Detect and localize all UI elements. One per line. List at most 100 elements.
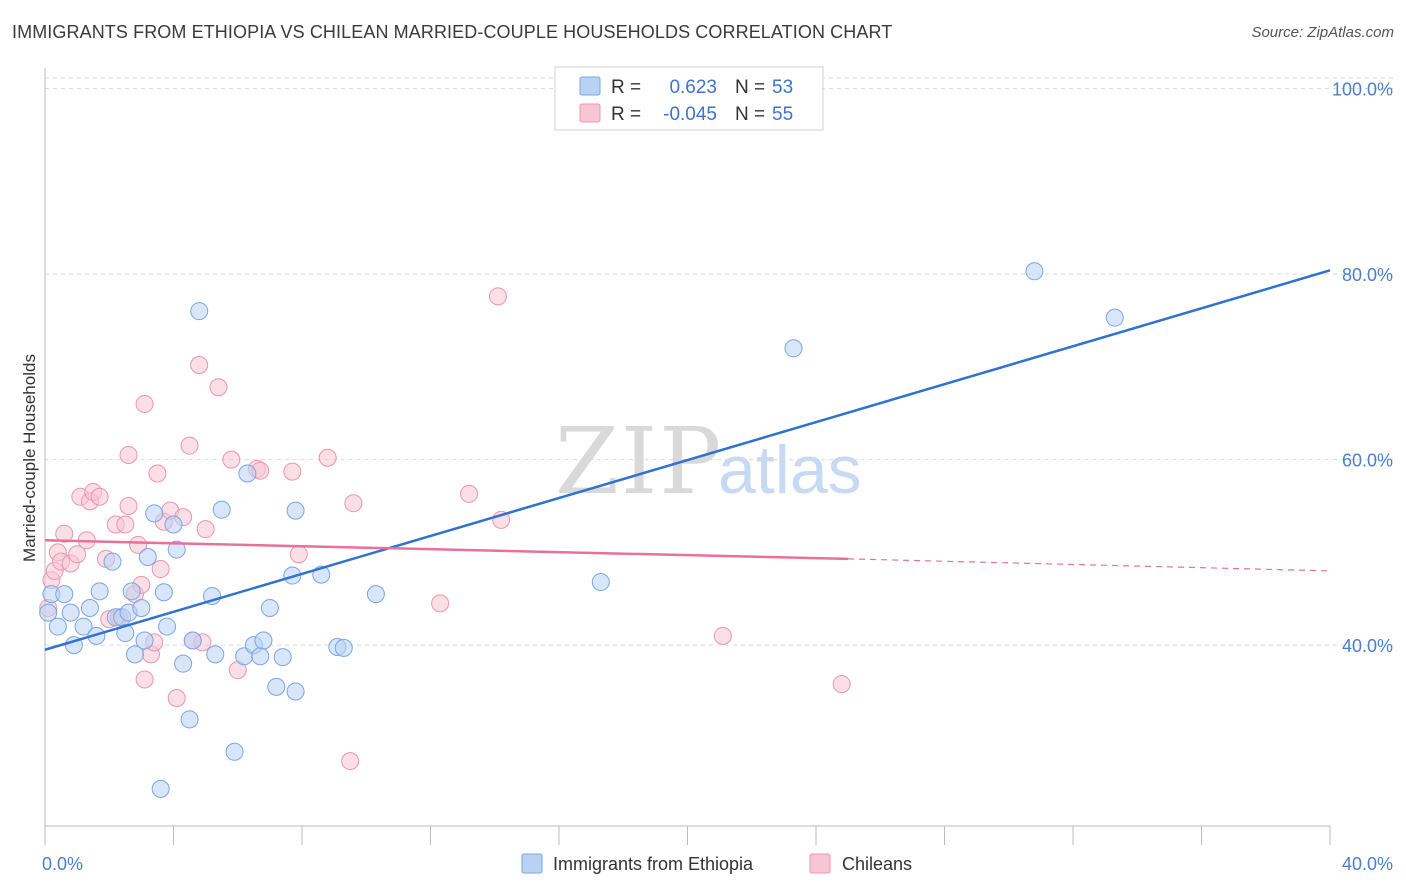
ethiopia-point	[145, 504, 164, 523]
chileans-point	[116, 515, 135, 534]
chileans-point	[488, 287, 507, 306]
chileans-point	[196, 520, 215, 539]
ethiopia-point	[366, 585, 385, 604]
legend-n-label-2: N =	[735, 104, 765, 125]
x-tick-label: 40.0%	[1342, 854, 1393, 874]
watermark: ZIP atlas	[555, 408, 862, 515]
chileans-point	[344, 494, 363, 513]
chileans-point	[289, 545, 308, 564]
legend-r-value-2: -0.045	[663, 104, 717, 125]
ethiopia-point	[167, 540, 186, 559]
ethiopia-point	[183, 631, 202, 650]
y-tick-label: 80.0%	[1342, 265, 1393, 285]
y-tick-label: 40.0%	[1342, 636, 1393, 656]
ethiopia-point	[260, 599, 279, 618]
chileans-point	[135, 394, 154, 413]
legend-swatch-ethiopia	[579, 76, 601, 96]
chileans-trend-extension	[848, 558, 1331, 572]
chileans-point	[318, 448, 337, 467]
series-legend-label-ethiopia: Immigrants from Ethiopia	[553, 854, 754, 874]
legend-r-value-1: 0.623	[669, 77, 717, 98]
trend-lines	[44, 269, 1331, 651]
legend-n-label-1: N =	[735, 77, 765, 98]
chileans-point	[209, 378, 228, 397]
ethiopia-point	[180, 710, 199, 729]
chileans-point	[167, 688, 186, 707]
ethiopia-point	[334, 638, 353, 657]
y-tick-label: 60.0%	[1342, 451, 1393, 471]
ethiopia-point	[135, 631, 154, 650]
ethiopia-point	[286, 501, 305, 520]
chileans-point	[68, 545, 87, 564]
ethiopia-point	[225, 742, 244, 761]
ethiopia-point	[125, 645, 144, 664]
ethiopia-point	[190, 302, 209, 321]
chileans-points	[39, 287, 851, 771]
chileans-point	[190, 355, 209, 374]
ethiopia-point	[151, 779, 170, 798]
series-legend-swatch-chileans	[809, 853, 831, 874]
chileans-point	[119, 445, 138, 464]
ethiopia-point	[122, 582, 141, 601]
ethiopia-point	[254, 631, 273, 650]
y-axis-label: Married-couple Households	[20, 354, 39, 562]
chileans-point	[55, 524, 74, 543]
ethiopia-point	[116, 624, 135, 643]
ethiopia-point	[784, 339, 803, 358]
legend-r-label-1: R =	[611, 77, 641, 98]
legend-n-value-2: 55	[772, 104, 793, 125]
ethiopia-point	[55, 585, 74, 604]
series-legend-swatch-ethiopia	[521, 853, 543, 874]
chileans-point	[431, 594, 450, 613]
chileans-point	[713, 626, 732, 645]
series-legend-label-chileans: Chileans	[842, 854, 912, 874]
chileans-point	[129, 535, 148, 554]
legend-swatch-chileans	[579, 103, 601, 123]
ethiopia-point	[154, 583, 173, 602]
ethiopia-point	[238, 464, 257, 483]
chileans-point	[119, 496, 138, 515]
ethiopia-point	[273, 648, 292, 667]
ethiopia-point	[164, 515, 183, 534]
chileans-point	[341, 752, 360, 771]
ethiopia-point	[206, 645, 225, 664]
ethiopia-trend-line	[44, 269, 1331, 651]
chileans-point	[460, 484, 479, 503]
chileans-point	[832, 675, 851, 694]
ethiopia-point	[80, 599, 99, 618]
gridlines	[45, 77, 1393, 646]
chileans-point	[135, 670, 154, 689]
chart-title: IMMIGRANTS FROM ETHIOPIA VS CHILEAN MARR…	[12, 22, 893, 42]
chileans-point	[180, 436, 199, 455]
ethiopia-point	[61, 603, 80, 622]
legend-n-value-1: 53	[772, 77, 793, 98]
ethiopia-point	[39, 603, 58, 622]
chileans-point	[148, 464, 167, 483]
series-legend: Immigrants from Ethiopia Chileans	[521, 853, 912, 874]
x-tick-labels: 0.0% 40.0%	[42, 854, 1393, 874]
ethiopia-point	[267, 677, 286, 696]
chileans-trend-line	[44, 539, 849, 561]
ethiopia-point	[48, 617, 67, 636]
ethiopia-point	[138, 547, 157, 566]
ethiopia-point	[1105, 308, 1124, 327]
axes	[44, 68, 1331, 845]
y-tick-labels: 40.0% 60.0% 80.0% 100.0%	[1332, 80, 1393, 657]
source-label: Source: ZipAtlas.com	[1251, 24, 1394, 41]
ethiopia-point	[591, 573, 610, 592]
ethiopia-point	[90, 582, 109, 601]
y-tick-label: 100.0%	[1332, 80, 1393, 100]
ethiopia-point	[74, 617, 93, 636]
ethiopia-point	[158, 617, 177, 636]
ethiopia-point	[132, 599, 151, 618]
chileans-point	[151, 560, 170, 579]
legend-r-label-2: R =	[611, 104, 641, 125]
x-tick-label: 0.0%	[42, 854, 83, 874]
ethiopia-point	[103, 552, 122, 571]
chileans-point	[222, 450, 241, 469]
ethiopia-point	[286, 682, 305, 701]
chileans-point	[283, 462, 302, 481]
ethiopia-point	[1025, 262, 1044, 281]
correlation-legend: R = 0.623 N = 53 R = -0.045 N = 55	[554, 66, 824, 131]
